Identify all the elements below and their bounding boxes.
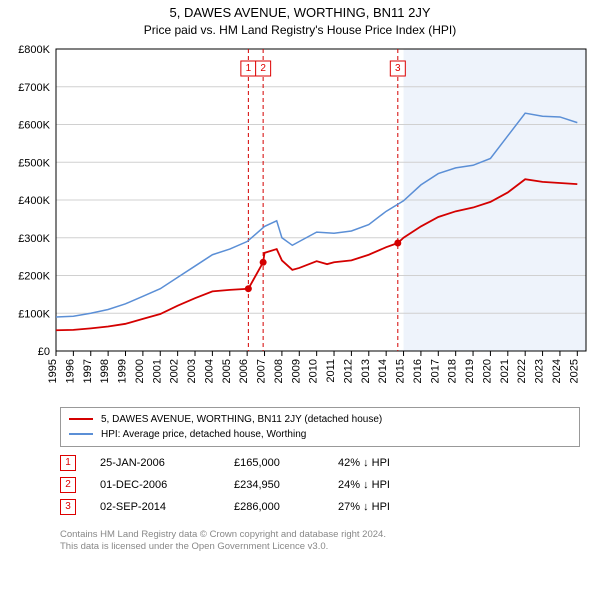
- svg-text:2: 2: [260, 63, 266, 74]
- footer-line-1: Contains HM Land Registry data © Crown c…: [60, 529, 580, 541]
- svg-text:2007: 2007: [256, 359, 268, 383]
- svg-text:2017: 2017: [429, 359, 441, 383]
- svg-text:2021: 2021: [499, 359, 511, 383]
- svg-text:2012: 2012: [342, 359, 354, 383]
- svg-text:2016: 2016: [412, 359, 424, 383]
- svg-text:2005: 2005: [221, 359, 233, 383]
- transaction-diff: 42% ↓ HPI: [338, 457, 418, 469]
- transaction-date: 01-DEC-2006: [100, 479, 210, 491]
- svg-text:2023: 2023: [534, 359, 546, 383]
- svg-text:2022: 2022: [516, 359, 528, 383]
- svg-text:3: 3: [395, 63, 401, 74]
- svg-text:1: 1: [246, 63, 252, 74]
- chart-title-main: 5, DAWES AVENUE, WORTHING, BN11 2JY: [0, 4, 600, 22]
- transaction-row: 3 02-SEP-2014 £286,000 27% ↓ HPI: [60, 499, 580, 515]
- legend-label: HPI: Average price, detached house, Wort…: [101, 427, 306, 442]
- footer-attribution: Contains HM Land Registry data © Crown c…: [60, 525, 580, 554]
- svg-text:£300K: £300K: [18, 233, 50, 245]
- svg-text:2003: 2003: [186, 359, 198, 383]
- transactions-table: 1 25-JAN-2006 £165,000 42% ↓ HPI 2 01-DEC-200…: [60, 455, 580, 521]
- svg-text:1997: 1997: [82, 359, 94, 383]
- svg-text:2014: 2014: [377, 359, 389, 383]
- transaction-price: £165,000: [234, 457, 314, 469]
- svg-text:2025: 2025: [568, 359, 580, 383]
- legend-label: 5, DAWES AVENUE, WORTHING, BN11 2JY (det…: [101, 412, 382, 427]
- svg-text:2000: 2000: [134, 359, 146, 383]
- svg-text:2009: 2009: [290, 359, 302, 383]
- chart-title-sub: Price paid vs. HM Land Registry's House …: [0, 22, 600, 39]
- transaction-marker: 3: [60, 499, 76, 515]
- legend-row: 5, DAWES AVENUE, WORTHING, BN11 2JY (det…: [69, 412, 571, 427]
- svg-text:2010: 2010: [308, 359, 320, 383]
- footer-line-2: This data is licensed under the Open Gov…: [60, 541, 580, 553]
- svg-text:2019: 2019: [464, 359, 476, 383]
- svg-text:£0: £0: [38, 346, 50, 358]
- svg-text:2004: 2004: [203, 359, 215, 383]
- transaction-row: 2 01-DEC-2006 £234,950 24% ↓ HPI: [60, 477, 580, 493]
- transaction-marker: 1: [60, 455, 76, 471]
- svg-text:2018: 2018: [447, 359, 459, 383]
- svg-text:£400K: £400K: [18, 195, 50, 207]
- svg-text:2024: 2024: [551, 359, 563, 383]
- svg-text:2020: 2020: [481, 359, 493, 383]
- legend-swatch: [69, 418, 93, 420]
- svg-text:1996: 1996: [64, 359, 76, 383]
- transaction-row: 1 25-JAN-2006 £165,000 42% ↓ HPI: [60, 455, 580, 471]
- line-chart-svg: £0 £100K £200K £300K £400K £500K £600K £700K £80…: [0, 41, 600, 401]
- transaction-marker: 2: [60, 477, 76, 493]
- transaction-diff: 24% ↓ HPI: [338, 479, 418, 491]
- svg-text:£600K: £600K: [18, 119, 50, 131]
- svg-text:£500K: £500K: [18, 157, 50, 169]
- transaction-price: £286,000: [234, 501, 314, 513]
- transaction-date: 02-SEP-2014: [100, 501, 210, 513]
- svg-text:2001: 2001: [151, 359, 163, 383]
- legend: 5, DAWES AVENUE, WORTHING, BN11 2JY (det…: [60, 407, 580, 447]
- svg-text:1998: 1998: [99, 359, 111, 383]
- svg-text:2002: 2002: [169, 359, 181, 383]
- svg-text:2006: 2006: [238, 359, 250, 383]
- chart-titles: 5, DAWES AVENUE, WORTHING, BN11 2JY Pric…: [0, 0, 600, 41]
- svg-text:£800K: £800K: [18, 44, 50, 56]
- svg-text:2013: 2013: [360, 359, 372, 383]
- transaction-price: £234,950: [234, 479, 314, 491]
- svg-text:2015: 2015: [395, 359, 407, 383]
- legend-row: HPI: Average price, detached house, Wort…: [69, 427, 571, 442]
- svg-text:£100K: £100K: [18, 308, 50, 320]
- svg-text:2008: 2008: [273, 359, 285, 383]
- svg-text:£700K: £700K: [18, 82, 50, 94]
- svg-text:£200K: £200K: [18, 270, 50, 282]
- svg-text:1995: 1995: [47, 359, 59, 383]
- svg-text:2011: 2011: [325, 359, 337, 383]
- chart-area: £0 £100K £200K £300K £400K £500K £600K £700K £80…: [0, 41, 600, 401]
- transaction-diff: 27% ↓ HPI: [338, 501, 418, 513]
- legend-swatch: [69, 433, 93, 435]
- transaction-date: 25-JAN-2006: [100, 457, 210, 469]
- svg-text:1999: 1999: [117, 359, 129, 383]
